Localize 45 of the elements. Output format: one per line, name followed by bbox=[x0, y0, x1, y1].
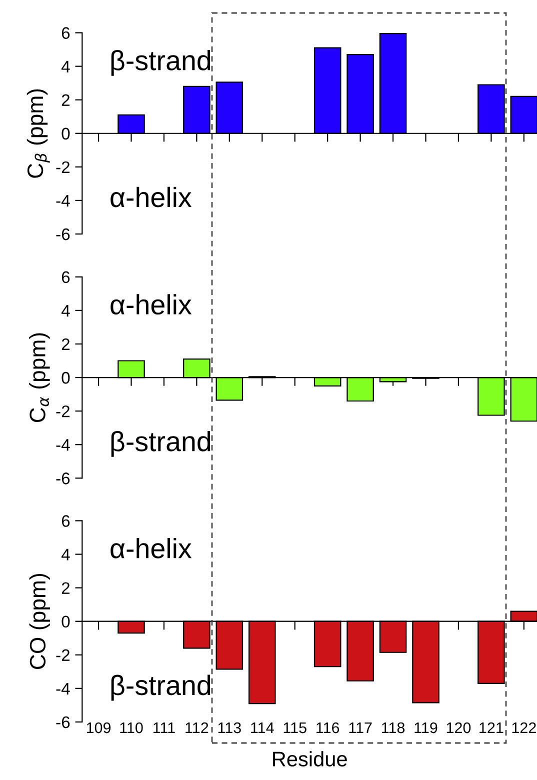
y-tick-label: -6 bbox=[56, 228, 70, 240]
y-axis-title: CO (ppm) bbox=[29, 574, 50, 669]
annotation: β-strand bbox=[111, 430, 210, 457]
y-axis-title: C$_{β}$ (ppm) bbox=[26, 89, 50, 178]
y-tick-label: 0 bbox=[62, 372, 70, 384]
y-axis-title: C$_{α}$ (ppm) bbox=[29, 333, 50, 422]
y-tick-label: 0 bbox=[62, 616, 70, 628]
y-tick-label: 2 bbox=[62, 582, 70, 594]
annotation: α-helix bbox=[110, 294, 192, 315]
x-axis-title: Residue bbox=[273, 751, 347, 766]
x-tick-label: 122 bbox=[512, 722, 536, 734]
y-tick-label: -2 bbox=[56, 649, 70, 661]
annotation: α-helix bbox=[110, 538, 192, 558]
x-tick-label: 119 bbox=[414, 722, 438, 734]
annotation: β-strand bbox=[111, 674, 210, 701]
x-tick-label: 112 bbox=[186, 722, 208, 734]
annotation: α-helix bbox=[110, 186, 192, 208]
x-tick-label: 118 bbox=[382, 722, 405, 734]
x-tick-label: 115 bbox=[284, 722, 306, 734]
y-tick-label: 4 bbox=[61, 548, 70, 560]
y-tick-label: -2 bbox=[56, 161, 70, 173]
x-tick-label: 110 bbox=[120, 722, 143, 734]
y-tick-label: 6 bbox=[62, 27, 70, 39]
x-tick-label: 113 bbox=[218, 722, 241, 734]
y-tick-label: 4 bbox=[61, 305, 70, 316]
y-tick-label: 4 bbox=[61, 60, 70, 72]
x-tick-label: 117 bbox=[349, 722, 372, 734]
y-tick-label: -2 bbox=[56, 405, 70, 418]
y-tick-label: 0 bbox=[62, 128, 70, 140]
x-tick-label: 109 bbox=[86, 722, 111, 734]
annotation: β-strand bbox=[111, 50, 210, 76]
y-tick-label: -4 bbox=[56, 439, 70, 451]
y-tick-label: -6 bbox=[56, 472, 70, 484]
x-tick-label: 114 bbox=[251, 722, 274, 734]
y-tick-label: 2 bbox=[62, 338, 70, 350]
y-tick-label: 6 bbox=[62, 515, 70, 527]
y-tick-label: -4 bbox=[56, 195, 70, 206]
x-tick-label: 120 bbox=[446, 722, 471, 734]
y-tick-label: 6 bbox=[62, 271, 70, 284]
x-tick-label: 111 bbox=[154, 722, 175, 734]
x-tick-label: 121 bbox=[480, 722, 504, 734]
y-tick-label: 2 bbox=[62, 94, 70, 106]
x-tick-label: 116 bbox=[316, 722, 340, 734]
y-tick-label: -4 bbox=[56, 683, 70, 694]
y-tick-label: -6 bbox=[56, 716, 70, 728]
